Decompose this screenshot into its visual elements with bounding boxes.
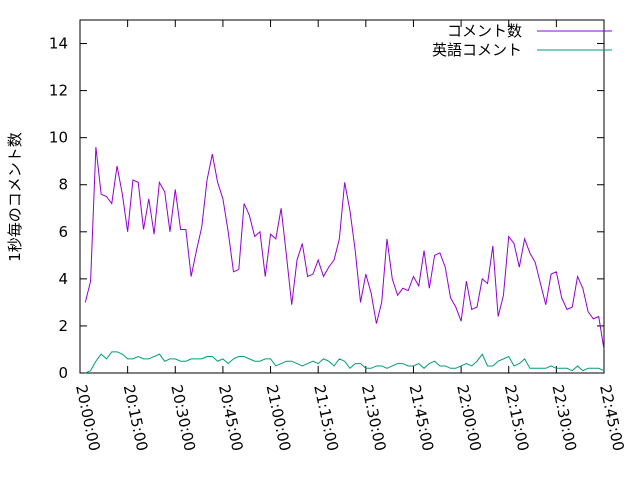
- y-tick-label: 12: [49, 82, 68, 100]
- x-tick-label: 22:45:00: [596, 383, 628, 453]
- legend-label: 英語コメント: [432, 41, 522, 59]
- x-tick-label: 20:00:00: [72, 383, 104, 453]
- y-axis-label: 1秒毎のコメント数: [6, 132, 24, 262]
- x-tick-label: 20:30:00: [167, 383, 199, 453]
- x-tick-label: 22:15:00: [501, 383, 533, 453]
- plot-frame: [79, 19, 605, 374]
- series-line: [84, 147, 605, 350]
- y-tick-label: 8: [58, 176, 68, 194]
- x-tick-label: 20:45:00: [215, 383, 247, 453]
- y-tick-label: 2: [58, 317, 68, 335]
- x-tick-label: 21:00:00: [263, 383, 295, 453]
- x-tick-label: 22:00:00: [453, 383, 485, 453]
- x-tick-label: 20:15:00: [120, 383, 152, 453]
- y-tick-label: 4: [58, 270, 68, 288]
- y-tick-label: 0: [58, 364, 68, 382]
- x-tick-label: 21:15:00: [310, 383, 342, 453]
- x-tick-label: 21:45:00: [406, 383, 438, 453]
- legend-label: コメント数: [447, 22, 522, 40]
- y-tick-label: 6: [58, 223, 68, 241]
- series-line: [85, 351, 605, 374]
- x-tick-label: 22:30:00: [548, 383, 580, 453]
- y-tick-label: 10: [49, 129, 68, 147]
- x-tick-label: 21:30:00: [358, 383, 390, 453]
- y-tick-label: 14: [49, 35, 68, 53]
